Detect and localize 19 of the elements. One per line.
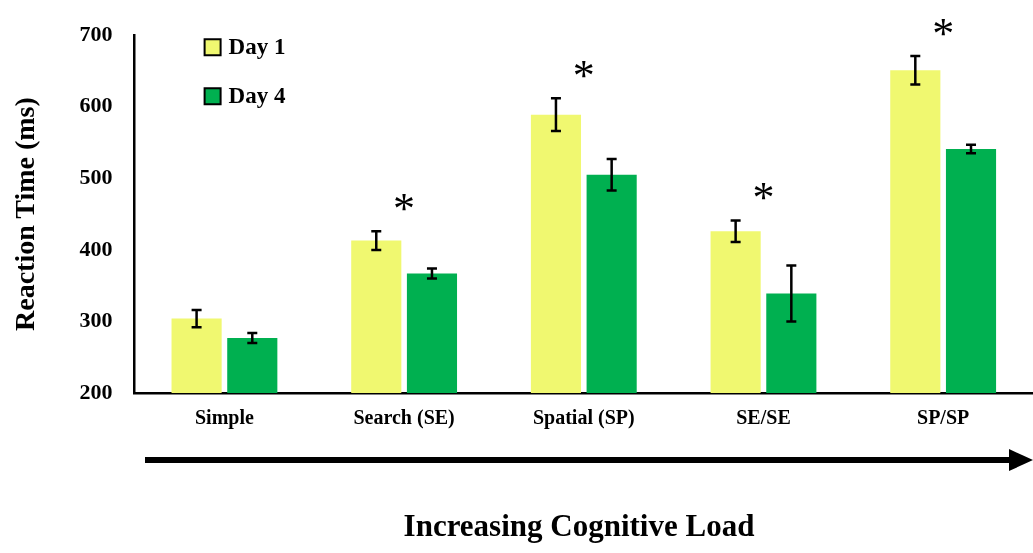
y-tick-label: 600 [79, 92, 113, 118]
x-tick-label: SP/SP [917, 406, 970, 429]
x-tick-label: Spatial (SP) [532, 406, 635, 430]
annotation: * [572, 50, 595, 100]
legend-label: Day 4 [228, 83, 286, 109]
y-tick-label: 200 [79, 378, 113, 404]
y-tick-label: 700 [79, 20, 113, 46]
y-tick-label: 300 [79, 307, 113, 333]
annotation: * [932, 8, 955, 58]
y-axis-title: Reaction Time (ms) [9, 97, 41, 332]
annotation: * [393, 183, 416, 233]
annotation: * [752, 173, 775, 223]
legend-label: Day 1 [228, 34, 286, 60]
x-tick-label: Search (SE) [353, 406, 455, 430]
x-axis-title: Increasing Cognitive Load [402, 508, 756, 544]
y-tick-label: 500 [79, 164, 113, 190]
x-tick-label: Simple [194, 406, 255, 430]
x-tick-label: SE/SE [736, 406, 791, 429]
y-tick-label: 400 [79, 235, 113, 261]
